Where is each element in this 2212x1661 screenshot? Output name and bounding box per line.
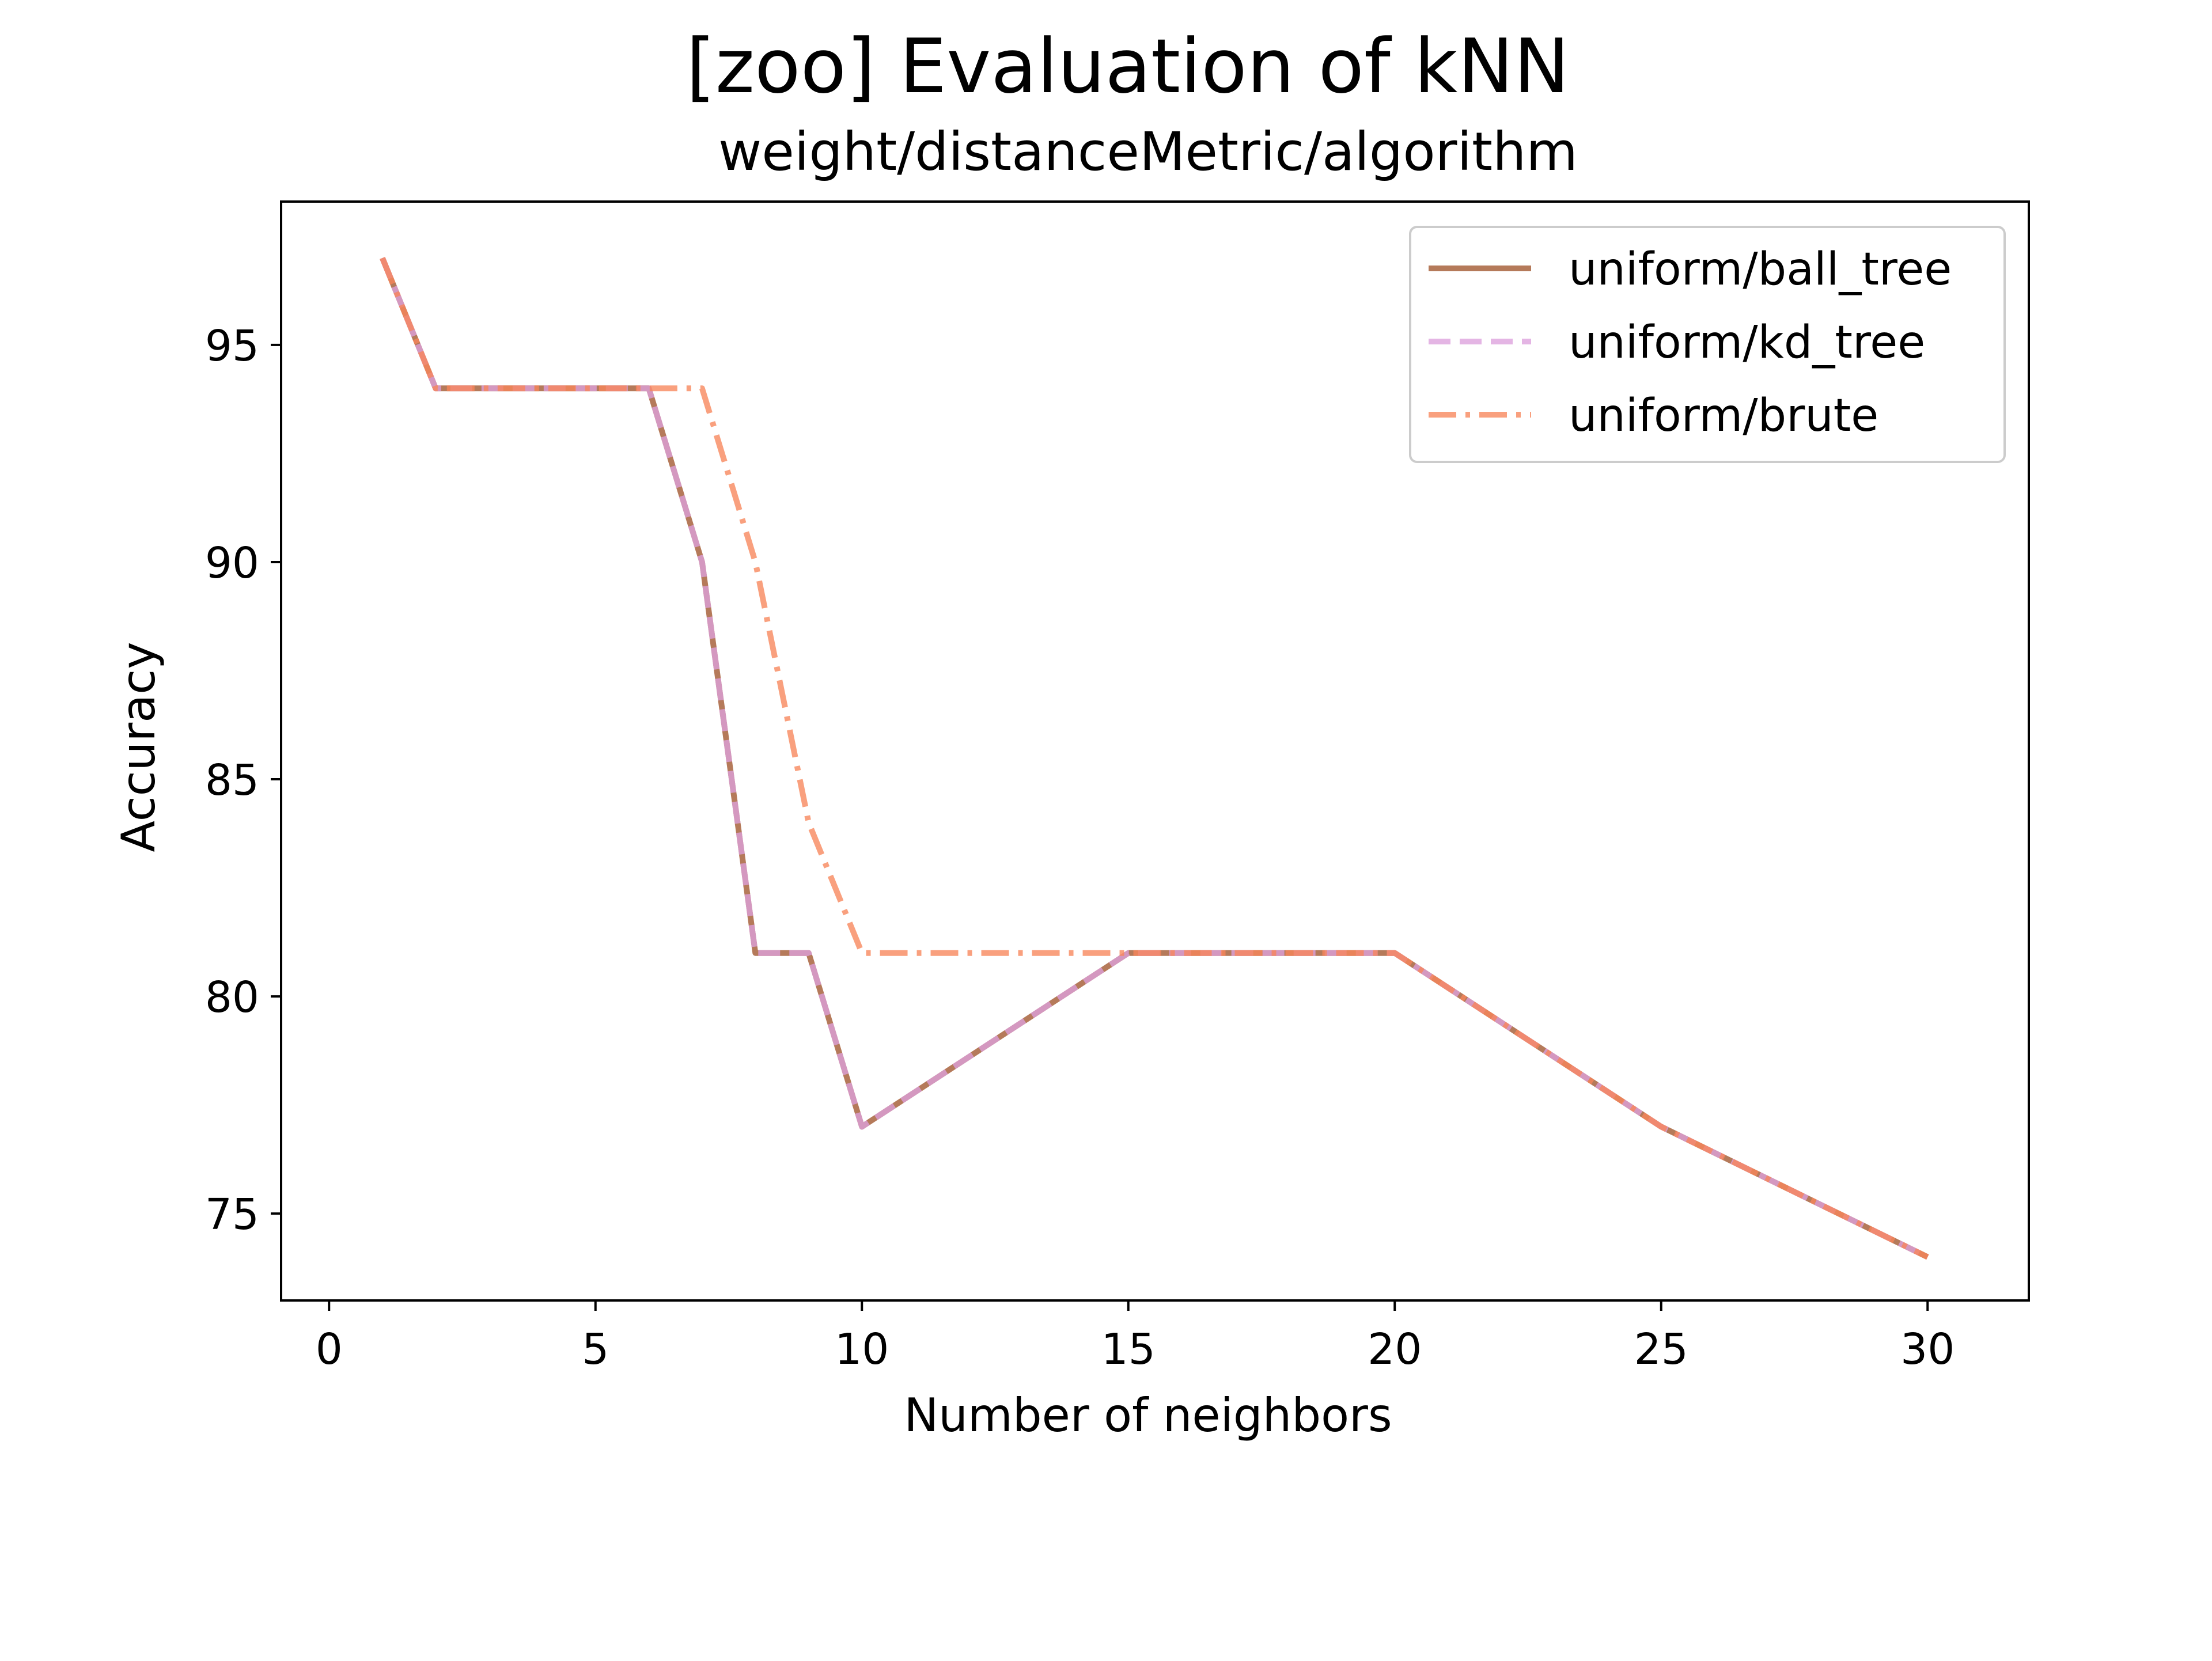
x-tick-label: 5: [582, 1325, 609, 1374]
x-tick-label: 20: [1368, 1325, 1422, 1374]
y-tick-label: 90: [205, 539, 259, 588]
x-tick-label: 15: [1101, 1325, 1156, 1374]
chart-title: [zoo] Evaluation of kNN: [686, 22, 1570, 110]
x-tick-label: 25: [1634, 1325, 1688, 1374]
y-tick-label: 75: [205, 1190, 259, 1239]
x-tick-label: 30: [1900, 1325, 1955, 1374]
legend-label-1: uniform/kd_tree: [1569, 317, 1925, 369]
series-line-2: [380, 257, 1929, 1260]
y-tick-label: 85: [205, 756, 259, 805]
plot-frame: [280, 200, 2030, 1302]
chart-subtitle: weight/distanceMetric/algorithm: [718, 121, 1578, 183]
legend-label-0: uniform/ball_tree: [1569, 244, 1952, 295]
legend: uniform/ball_tree uniform/kd_tree uniform/…: [1409, 226, 2006, 463]
legend-label-2: uniform/brute: [1569, 390, 1878, 442]
y-tick-label: 95: [205, 321, 259, 371]
y-tick-label: 80: [205, 973, 259, 1022]
legend-box: [1409, 226, 2006, 463]
x-tick-label: 10: [835, 1325, 889, 1374]
y-axis-label: Accuracy: [112, 642, 165, 852]
x-tick-label: 0: [316, 1325, 343, 1374]
x-axis-label: Number of neighbors: [904, 1389, 1392, 1442]
plot-area: 0 5 10 15 20 25 30 75 80 85 90 95: [205, 200, 2030, 1374]
